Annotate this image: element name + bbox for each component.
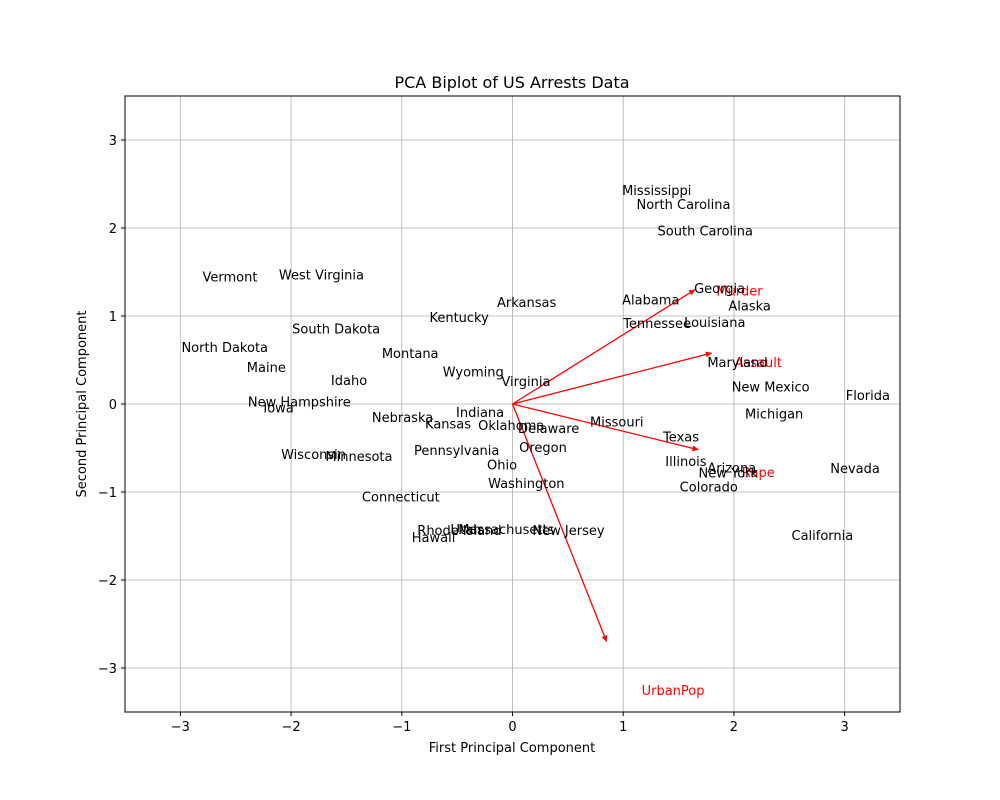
state-label: Kansas xyxy=(425,417,471,432)
loading-arrow xyxy=(512,403,699,452)
x-tick-label: 0 xyxy=(508,720,516,735)
state-label: Kentucky xyxy=(429,311,489,326)
state-label: Massachusetts xyxy=(458,523,554,538)
state-label: North Dakota xyxy=(181,341,268,356)
x-tick-label: −3 xyxy=(171,720,190,735)
state-label: Vermont xyxy=(203,270,258,285)
state-label: Tennessee xyxy=(622,317,691,332)
state-label: Wisconsin xyxy=(281,448,346,463)
y-tick-label: 1 xyxy=(109,310,117,325)
state-label: Rhode Island xyxy=(417,524,501,539)
loading-arrow xyxy=(511,403,608,642)
state-label: North Carolina xyxy=(637,198,731,213)
state-label: Nevada xyxy=(830,462,880,477)
state-label: Wyoming xyxy=(443,365,504,380)
state-label: Nebraska xyxy=(372,411,433,426)
state-label: Arkansas xyxy=(497,296,556,311)
state-label: Utah xyxy=(451,523,482,538)
state-label: Colorado xyxy=(680,481,738,496)
y-tick-label: 3 xyxy=(109,134,117,149)
x-tick-label: 2 xyxy=(730,720,738,735)
state-label: Pennsylvania xyxy=(414,444,499,459)
loading-vectors: Murder Assault UrbanPop Rape xyxy=(511,284,782,699)
chart-title: PCA Biplot of US Arrests Data xyxy=(394,73,629,92)
state-label: New Hampshire xyxy=(248,395,351,410)
state-label: Idaho xyxy=(331,374,367,389)
y-tick-label: −2 xyxy=(98,574,117,589)
x-tick-label: 1 xyxy=(619,720,627,735)
state-label: Iowa xyxy=(263,402,293,417)
state-label: South Carolina xyxy=(658,225,753,240)
state-label: Ohio xyxy=(487,459,517,474)
x-axis-title: First Principal Component xyxy=(429,741,596,756)
state-label: New York xyxy=(699,467,759,482)
state-label: Michigan xyxy=(745,408,803,423)
state-label: Arizona xyxy=(707,461,756,476)
state-label: Missouri xyxy=(590,416,644,431)
state-label: Illinois xyxy=(665,455,706,470)
state-label: Washington xyxy=(488,477,564,492)
y-tick-label: 0 xyxy=(109,398,117,413)
state-label: Connecticut xyxy=(362,490,440,505)
loading-arrow xyxy=(512,289,696,405)
x-tick-label: −2 xyxy=(281,720,300,735)
state-label: West Virginia xyxy=(279,269,364,284)
state-label: Delaware xyxy=(518,422,579,437)
y-axis-ticks: −3 −2 −1 0 1 2 3 xyxy=(98,134,125,677)
state-label: Virginia xyxy=(501,375,550,390)
state-label: Texas xyxy=(662,431,699,446)
grid xyxy=(125,96,900,712)
state-label: Indiana xyxy=(456,406,504,421)
state-label: Montana xyxy=(382,347,439,362)
state-label: Alabama xyxy=(622,293,679,308)
state-label: South Dakota xyxy=(292,322,380,337)
loading-label: UrbanPop xyxy=(642,684,705,699)
y-tick-label: −1 xyxy=(98,486,117,501)
state-label: Louisiana xyxy=(684,316,745,331)
state-labels: Alabama Alaska Arizona Arkansas California Co… xyxy=(181,184,890,546)
x-tick-label: 3 xyxy=(841,720,849,735)
loading-label: Assault xyxy=(735,356,782,371)
state-label: New Jersey xyxy=(532,524,604,539)
state-label: New Mexico xyxy=(732,380,810,395)
state-label: Hawaii xyxy=(412,531,456,546)
state-label: California xyxy=(792,529,854,544)
state-label: Maryland xyxy=(707,356,767,371)
loading-label: Rape xyxy=(742,466,775,481)
loading-arrow xyxy=(512,351,712,405)
x-tick-label: −1 xyxy=(392,720,411,735)
y-tick-label: 2 xyxy=(109,222,117,237)
state-label: Oklahoma xyxy=(478,419,544,434)
state-label: Georgia xyxy=(694,282,745,297)
state-label: Maine xyxy=(247,361,286,376)
state-label: Oregon xyxy=(519,441,567,456)
y-axis-title: Second Principal Component xyxy=(75,311,90,498)
y-tick-label: −3 xyxy=(98,662,117,677)
x-axis-ticks: −3 −2 −1 0 1 2 3 xyxy=(171,712,849,735)
loading-label: Murder xyxy=(716,284,763,299)
state-label: Mississippi xyxy=(622,184,691,199)
state-label: Alaska xyxy=(728,299,771,314)
state-label: Florida xyxy=(846,389,890,404)
state-label: Minnesota xyxy=(325,450,392,465)
